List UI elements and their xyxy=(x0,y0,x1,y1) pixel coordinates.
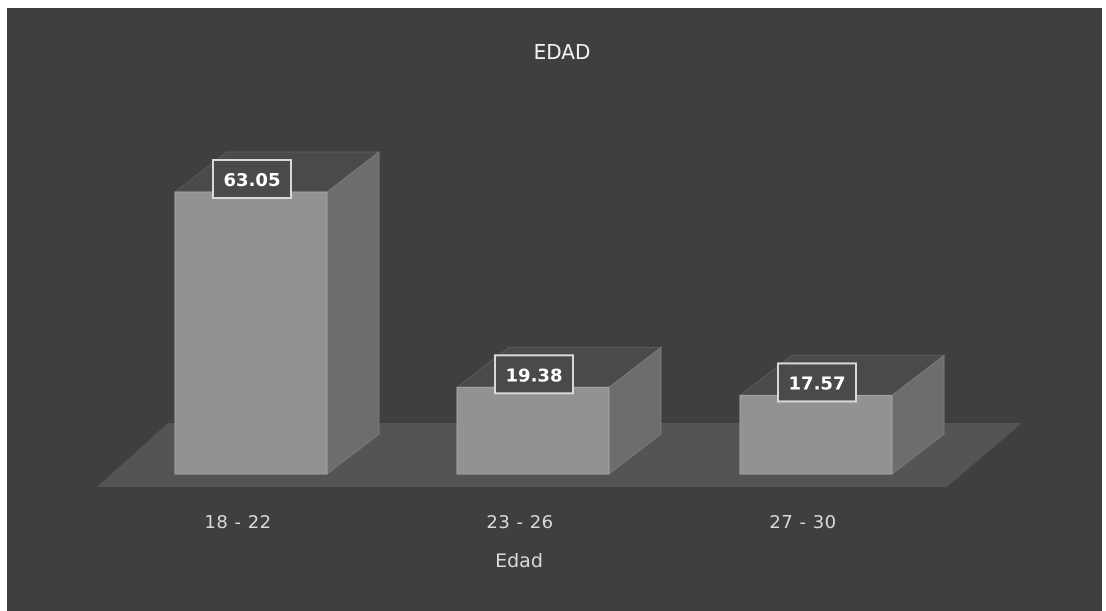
bar-chart: 63.05 18 - 22 19.38 23 - 26 17.57 27 - 30 EDA… xyxy=(97,40,1022,572)
data-label: 63.05 xyxy=(224,170,281,191)
data-label-box xyxy=(494,354,574,395)
data-label-box xyxy=(777,362,857,403)
x-tick-label: 23 - 26 xyxy=(486,512,553,533)
chart-title: EDAD xyxy=(534,40,591,64)
x-tick-label: 18 - 22 xyxy=(204,512,271,533)
data-label-box xyxy=(212,159,292,199)
bar xyxy=(456,386,610,475)
data-label: 19.38 xyxy=(506,365,563,386)
bar-group xyxy=(173,150,381,476)
x-tick-label: 27 - 30 xyxy=(769,512,836,533)
bar xyxy=(174,191,328,475)
data-label: 17.57 xyxy=(789,373,846,394)
x-axis-label: Edad xyxy=(495,550,543,572)
bar-side xyxy=(326,150,380,476)
bar xyxy=(739,394,893,475)
chart-area: 63.05 18 - 22 19.38 23 - 26 17.57 27 - 30 EDA… xyxy=(7,8,1102,611)
